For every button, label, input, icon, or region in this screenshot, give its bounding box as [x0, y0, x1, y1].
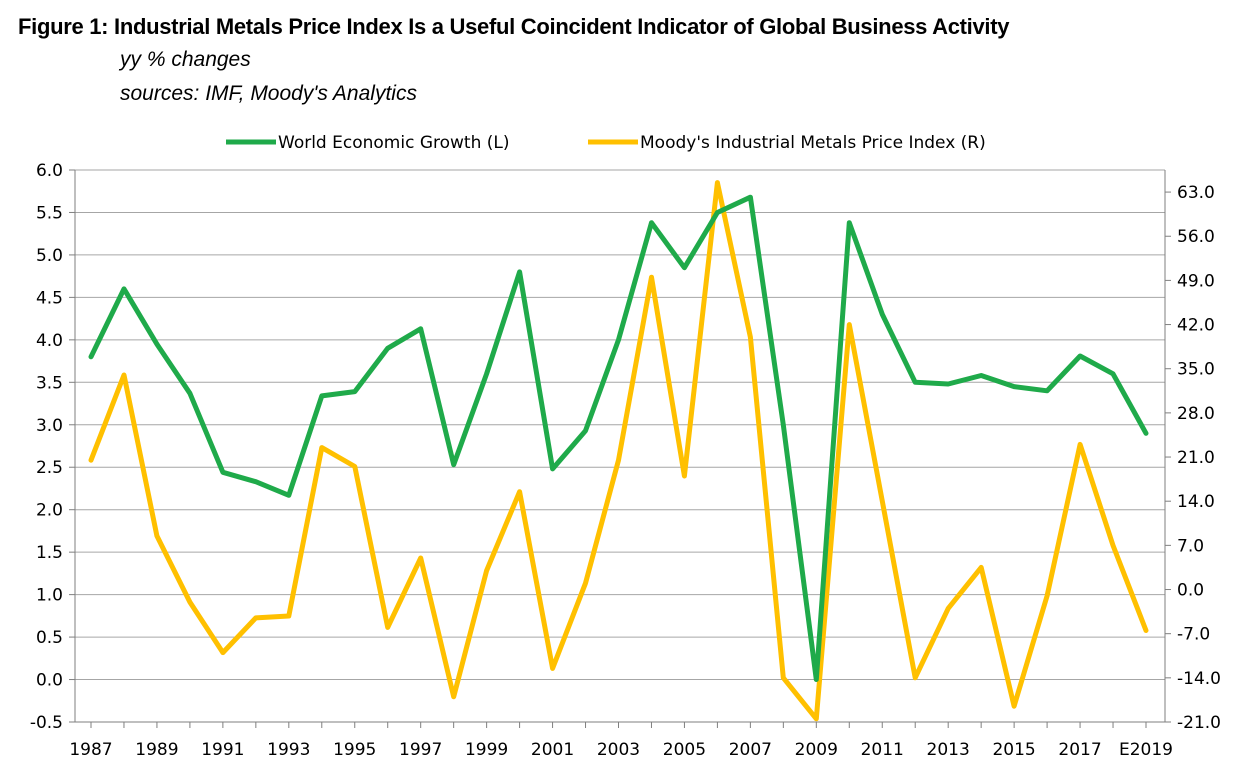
figure-subtitle-units: yy % changes: [120, 48, 251, 71]
series-line-metals-index: [88, 180, 1149, 722]
right-axis-tick-label: 14.0: [1177, 492, 1215, 512]
x-axis-tick-label: 2017: [1058, 740, 1101, 760]
x-axis-tick-labels: 1987 1989 1991 1993 1995 1997 1999 2001 2003 2005…: [69, 740, 1173, 760]
x-axis-tick-label: 1995: [333, 740, 376, 760]
x-axis-tick-label: 2011: [861, 740, 904, 760]
x-axis-tick-label: 2015: [992, 740, 1035, 760]
left-axis-tick-label: 1.0: [36, 586, 63, 606]
right-axis-tick-label: 21.0: [1177, 448, 1215, 468]
figure-title: Figure 1: Industrial Metals Price Index …: [18, 14, 1010, 39]
x-axis-tick-label: 1997: [399, 740, 442, 760]
legend-item-world-growth: World Economic Growth (L): [226, 133, 510, 153]
figure-subtitle-sources: sources: IMF, Moody's Analytics: [120, 82, 417, 105]
right-axis-tick-label: 0.0: [1177, 581, 1204, 601]
left-axis-tick-label: 2.5: [36, 458, 63, 478]
left-axis-tick-label: 4.0: [36, 331, 63, 351]
left-axis-tick-label: -0.5: [30, 713, 63, 733]
right-axis-tick-label: 42.0: [1177, 316, 1215, 336]
left-axis-tick-label: 3.0: [36, 416, 63, 436]
x-axis-tick-label: 1989: [135, 740, 178, 760]
left-axis-tick-labels: 6.0 5.5 5.0 4.5 4.0 3.5 3.0 2.5 2.0 1.5 1.0 0.5 0.0 -…: [30, 161, 63, 733]
legend-label: World Economic Growth (L): [278, 133, 510, 153]
series-lines: [88, 180, 1149, 722]
x-axis-tick-label: 1991: [201, 740, 244, 760]
legend-label: Moody's Industrial Metals Price Index (R…: [640, 133, 986, 153]
x-axis-tick-label: 1993: [267, 740, 310, 760]
right-axis-tick-label: 28.0: [1177, 404, 1215, 424]
x-axis-tick-label: E2019: [1119, 740, 1173, 760]
x-axis-tick-label: 1987: [69, 740, 112, 760]
left-axis-tick-label: 5.5: [36, 203, 63, 223]
right-axis-tick-label: 56.0: [1177, 227, 1215, 247]
gridlines: [75, 169, 1165, 723]
x-axis-tick-label: 2007: [729, 740, 772, 760]
legend: World Economic Growth (L) Moody's Industr…: [226, 133, 986, 153]
x-axis-tick-label: 2001: [531, 740, 574, 760]
legend-item-metals-index: Moody's Industrial Metals Price Index (R…: [588, 133, 986, 153]
left-axis-tick-label: 4.5: [36, 288, 63, 308]
axes: [69, 169, 1171, 728]
series-line-world-growth: [88, 194, 1149, 682]
x-axis-tick-label: 2009: [795, 740, 838, 760]
right-axis-tick-label: 7.0: [1177, 536, 1204, 556]
left-axis-tick-label: 3.5: [36, 373, 63, 393]
left-axis-tick-label: 6.0: [36, 161, 63, 181]
left-axis-tick-label: 1.5: [36, 543, 63, 563]
right-axis-tick-label: -21.0: [1177, 713, 1221, 733]
left-axis-tick-label: 5.0: [36, 246, 63, 266]
right-axis-tick-label: -14.0: [1177, 669, 1221, 689]
right-axis-tick-labels: 63.0 56.0 49.0 42.0 35.0 28.0 21.0 14.0 7.0 0.0 -7…: [1177, 183, 1221, 733]
x-axis-tick-label: 2013: [927, 740, 970, 760]
x-axis-tick-label: 2005: [663, 740, 706, 760]
left-axis-tick-label: 0.0: [36, 671, 63, 691]
left-axis-tick-label: 0.5: [36, 628, 63, 648]
right-axis-tick-label: 49.0: [1177, 271, 1215, 291]
right-axis-tick-label: -7.0: [1177, 625, 1210, 645]
left-axis-tick-label: 2.0: [36, 501, 63, 521]
x-axis-tick-label: 2003: [597, 740, 640, 760]
right-axis-tick-label: 35.0: [1177, 360, 1215, 380]
right-axis-tick-label: 63.0: [1177, 183, 1215, 203]
x-axis-tick-label: 1999: [465, 740, 508, 760]
